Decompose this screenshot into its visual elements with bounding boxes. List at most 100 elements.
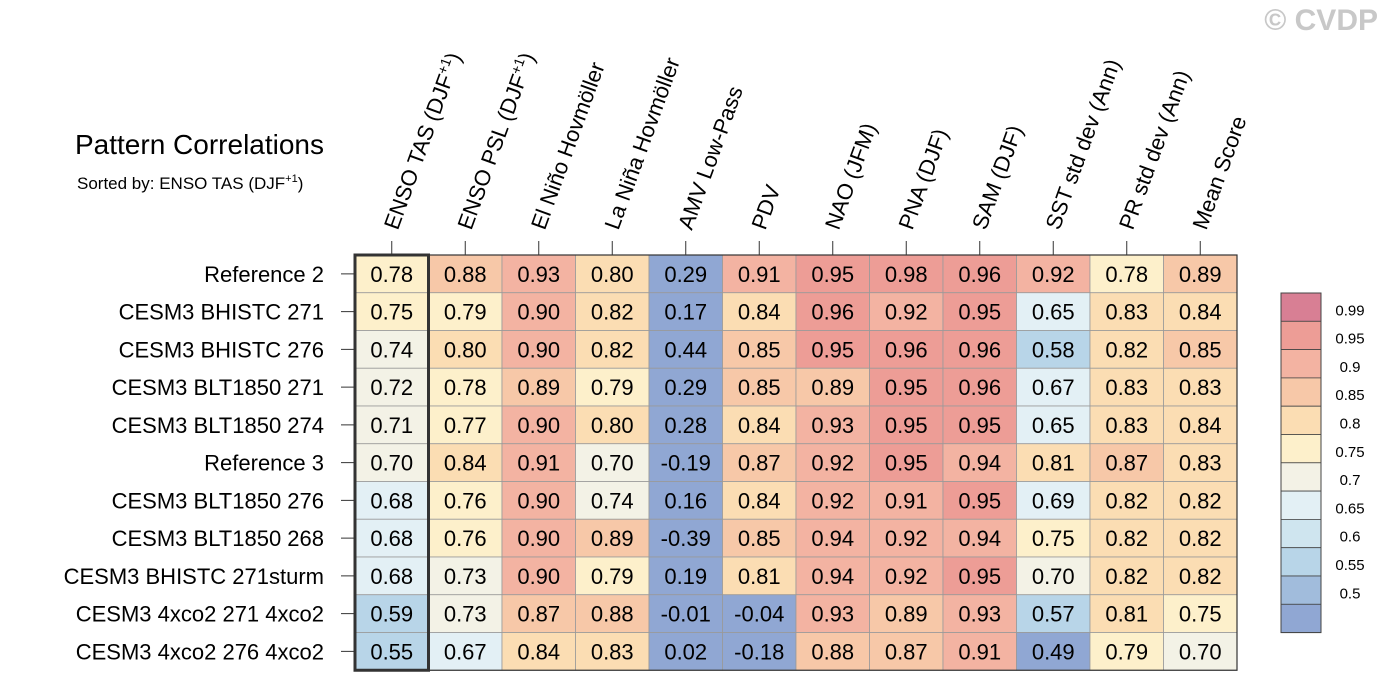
cell-value-label: 0.58 (1032, 337, 1075, 362)
heatmap-cell (648, 518, 723, 558)
cell-value-label: 0.55 (370, 639, 413, 664)
heatmap-cell (795, 556, 870, 596)
heatmap-cell (575, 556, 650, 596)
heatmap-cell (1163, 292, 1238, 331)
chart-subtitle: Sorted by: ENSO TAS (DJF+1) (77, 173, 303, 193)
cell-value-label: 0.91 (958, 639, 1001, 664)
cell-value-label: 0.29 (664, 375, 707, 400)
cell-value-label: 0.77 (444, 413, 487, 438)
cell-value-label: 0.89 (1179, 262, 1222, 287)
cell-value-label: 0.78 (444, 375, 487, 400)
heatmap-cell (648, 594, 723, 633)
heatmap-cell (795, 292, 870, 331)
cell-value-label: 0.87 (1105, 451, 1148, 476)
cell-value-label: 0.57 (1032, 602, 1075, 627)
cell-value-label: 0.85 (1179, 337, 1222, 362)
colorbar-segment (1280, 292, 1322, 322)
heatmap-cell (1089, 556, 1164, 596)
colorbar-tick-label: 0.75 (1335, 444, 1364, 461)
heatmap-cell (1089, 292, 1164, 331)
cell-value-label: 0.93 (517, 262, 560, 287)
cell-value-label: 0.74 (591, 488, 634, 513)
heatmap-cell (575, 292, 650, 331)
heatmap-cell (722, 481, 797, 520)
cell-value-label: 0.98 (885, 262, 928, 287)
heatmap-cell (869, 594, 944, 633)
heatmap-cell (1089, 405, 1164, 445)
cell-value-label: 0.89 (591, 526, 634, 551)
heatmap-cell (795, 367, 870, 407)
heatmap-cell (354, 518, 429, 558)
heatmap-cell (1163, 405, 1238, 445)
heatmap-cell (1089, 330, 1164, 369)
cell-value-label: 0.94 (811, 564, 854, 589)
heatmap-cell (648, 367, 723, 407)
cell-value-label: 0.80 (444, 337, 487, 362)
row-label: CESM3 BHISTC 271 (119, 300, 324, 325)
cell-value-label: 0.96 (811, 300, 854, 325)
cell-value-label: 0.83 (1105, 300, 1148, 325)
cell-value-label: 0.92 (885, 564, 928, 589)
cell-value-label: 0.82 (1179, 488, 1222, 513)
cell-value-label: 0.75 (1179, 602, 1222, 627)
colorbar-segment (1280, 320, 1322, 350)
colorbar-segment (1280, 547, 1322, 577)
cell-value-label: 0.90 (517, 564, 560, 589)
heatmap-cell (942, 292, 1017, 331)
heatmap-cell (1163, 518, 1238, 558)
heatmap-cell (869, 367, 944, 407)
cell-value-label: 0.80 (591, 413, 634, 438)
cell-value-label: 0.95 (958, 488, 1001, 513)
cell-value-label: 0.83 (1179, 451, 1222, 476)
heatmap-cell (1016, 481, 1091, 520)
cell-value-label: 0.87 (738, 451, 781, 476)
cell-value-label: 0.83 (591, 639, 634, 664)
heatmap-cell (1089, 367, 1164, 407)
heatmap-cell (869, 254, 944, 294)
heatmap-cell (428, 443, 503, 482)
cell-value-label: 0.93 (811, 602, 854, 627)
cell-value-label: 0.70 (591, 451, 634, 476)
cell-value-label: 0.75 (1032, 526, 1075, 551)
column-label: ENSO PSL (DJF+1) (452, 49, 540, 233)
cell-value-label: -0.04 (734, 602, 784, 627)
colorbar-tick-label: 0.7 (1340, 472, 1361, 489)
cell-value-label: 0.90 (517, 413, 560, 438)
heatmap-cell (1089, 594, 1164, 633)
heatmap-cell (869, 405, 944, 445)
cell-value-label: 0.69 (1032, 488, 1075, 513)
colorbar-tick-label: 0.95 (1335, 331, 1364, 348)
heatmap-cell (428, 292, 503, 331)
row-label: CESM3 BHISTC 276 (119, 337, 324, 362)
heatmap-cell (942, 254, 1017, 294)
column-label: PDV (746, 181, 785, 232)
cell-value-label: 0.71 (370, 413, 413, 438)
cell-value-label: 0.85 (738, 375, 781, 400)
cell-value-label: 0.67 (1032, 375, 1075, 400)
heatmap-cell (942, 518, 1017, 558)
heatmap-cell (648, 632, 723, 671)
colorbar-segment (1280, 603, 1322, 633)
cell-value-label: 0.88 (591, 602, 634, 627)
cell-value-label: 0.79 (591, 564, 634, 589)
cell-value-label: 0.88 (811, 639, 854, 664)
heatmap-cell (501, 405, 576, 445)
cell-value-label: 0.82 (1179, 564, 1222, 589)
heatmap-cell (1016, 292, 1091, 331)
heatmap-cell (501, 292, 576, 331)
cell-value-label: 0.16 (664, 488, 707, 513)
cell-value-label: 0.95 (811, 337, 854, 362)
heatmap-cell (722, 632, 797, 671)
heatmap-cell (1016, 405, 1091, 445)
row-label: CESM3 BLT1850 274 (112, 413, 324, 438)
heatmap-cell (942, 481, 1017, 520)
heatmap-cell (501, 367, 576, 407)
colorbar-tick-label: 0.9 (1340, 359, 1361, 376)
heatmap-cell (428, 632, 503, 671)
heatmap-cell (354, 254, 429, 294)
heatmap-cells: 0.78 0.88 0.93 0.80 0.29 0.91 0.95 0.98 0.96 0.92… (354, 254, 1238, 671)
colorbar-segment (1280, 575, 1322, 605)
colorbar-frame (1280, 292, 1322, 634)
cell-value-label: 0.92 (1032, 262, 1075, 287)
cell-value-label: 0.65 (1032, 300, 1075, 325)
